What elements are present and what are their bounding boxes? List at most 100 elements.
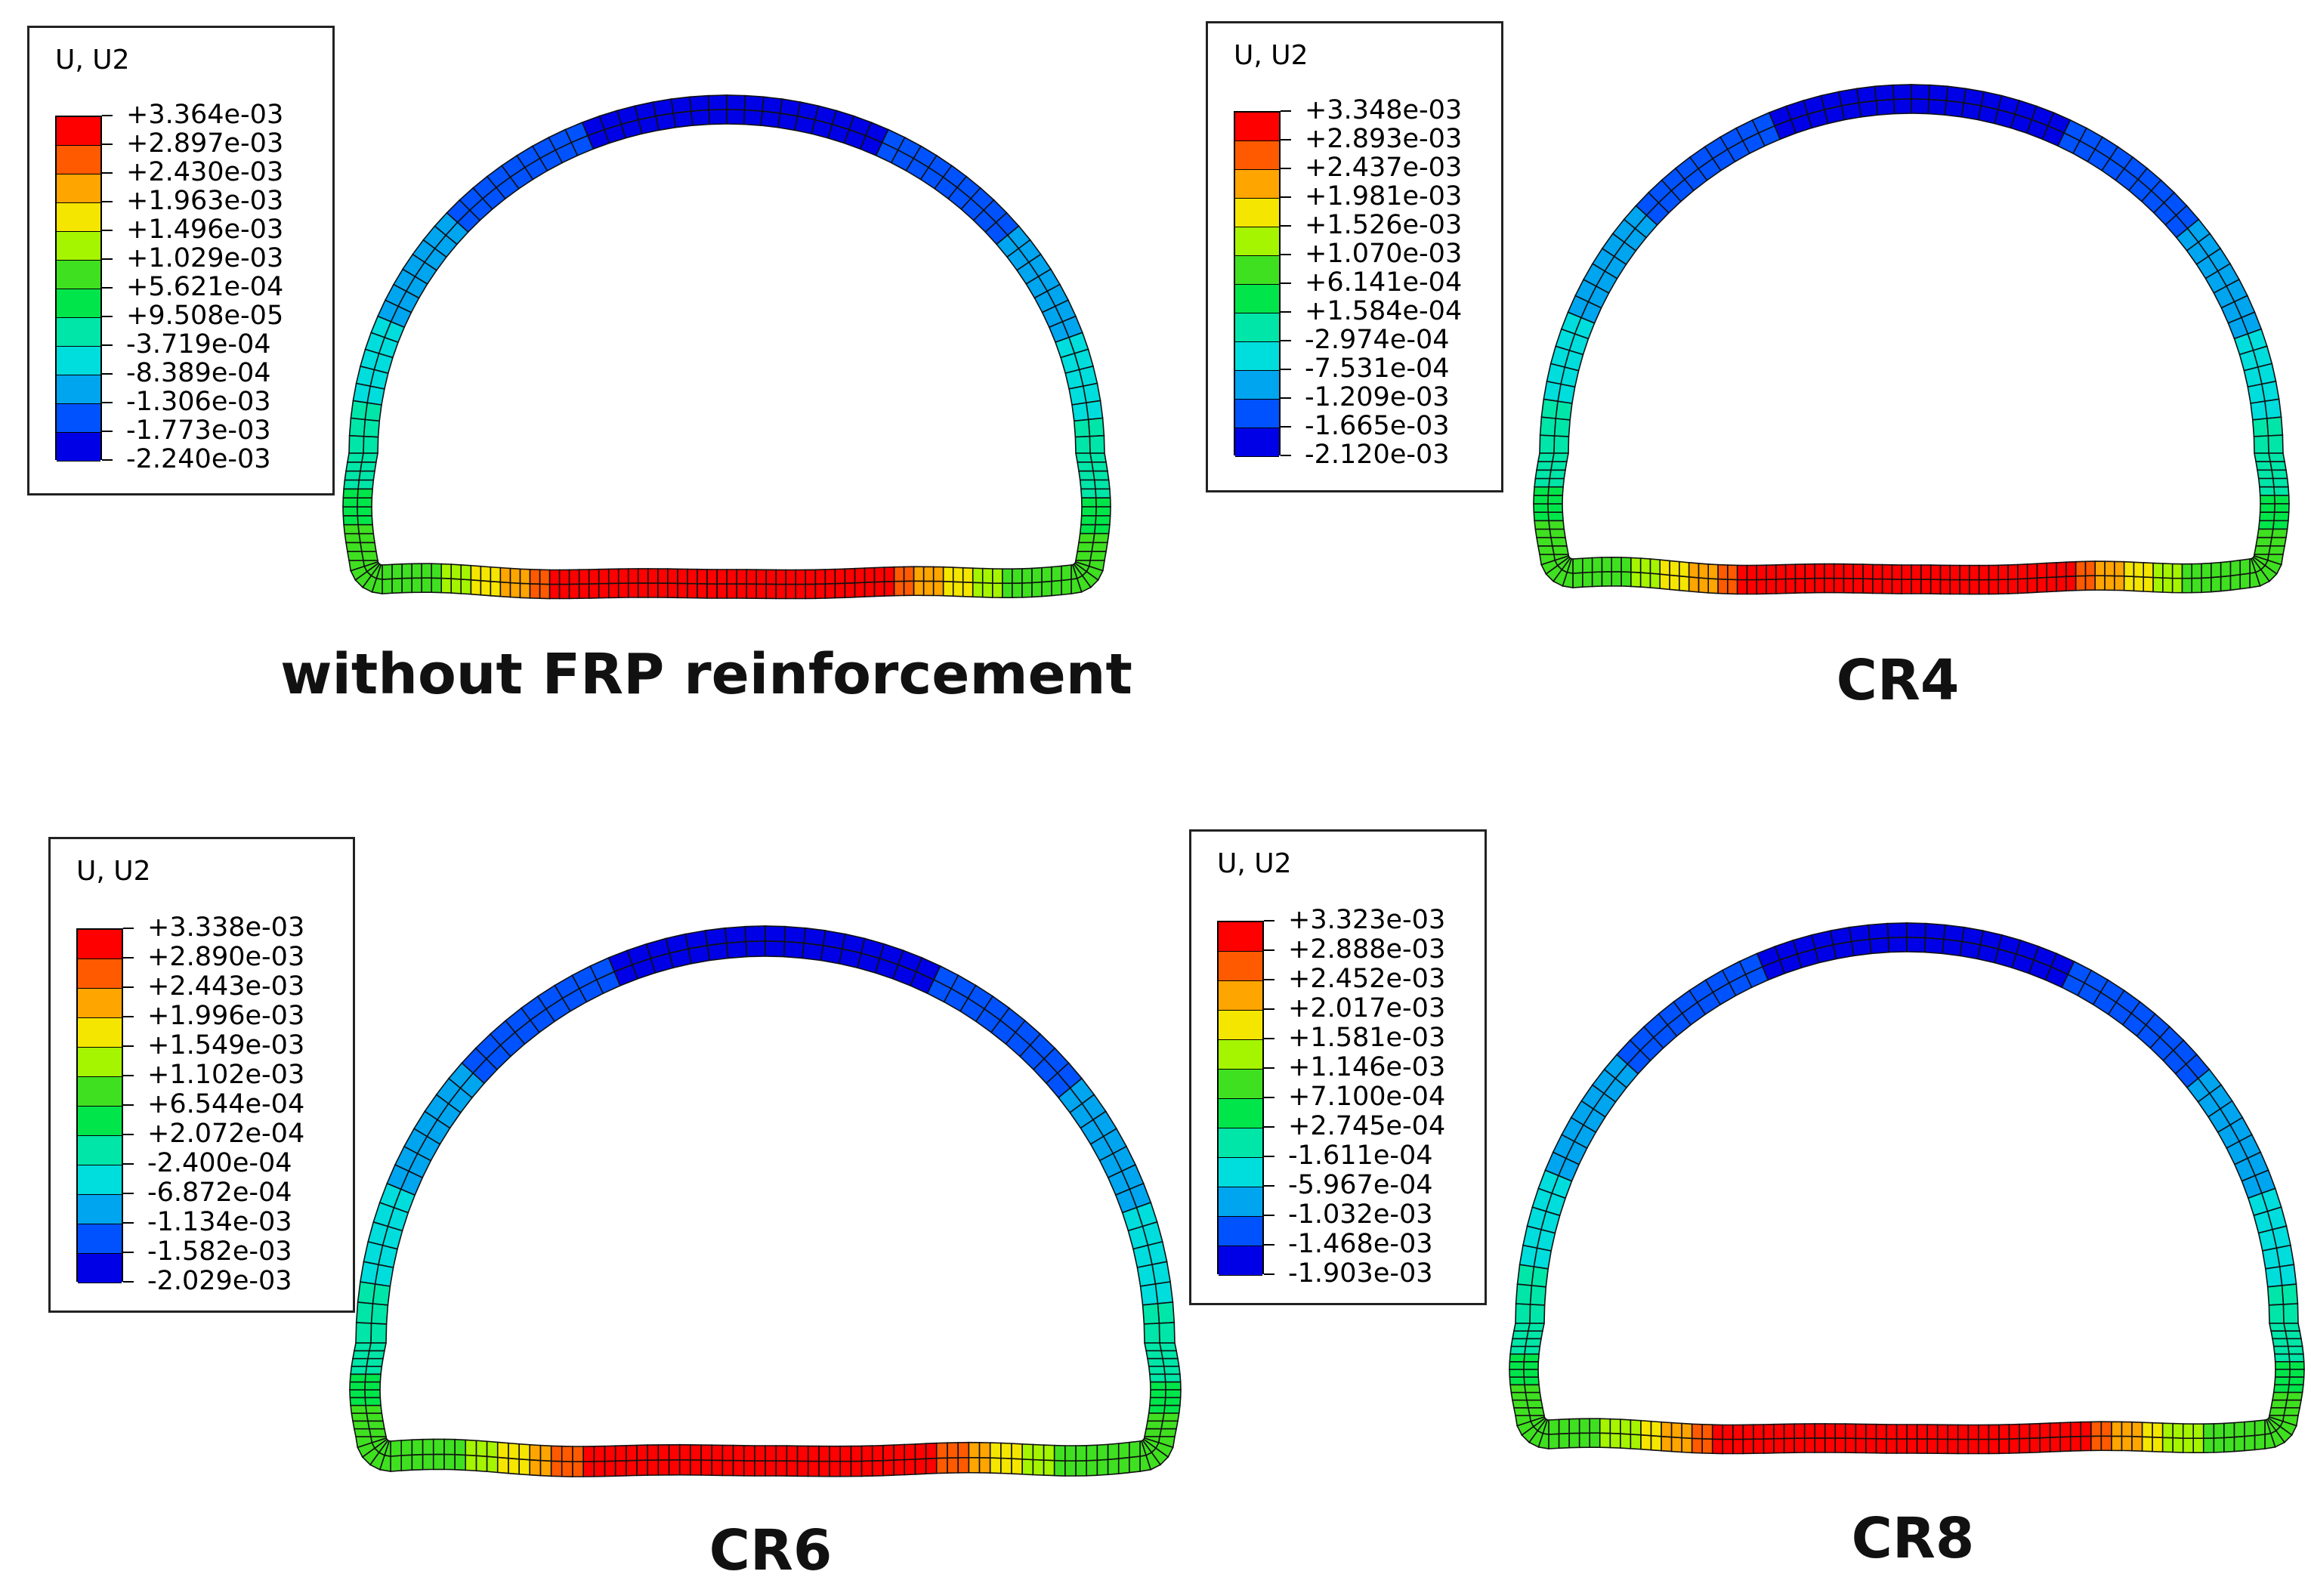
mesh-element xyxy=(2269,461,2287,471)
mesh-element xyxy=(391,563,403,580)
mesh-element xyxy=(475,1440,488,1458)
mesh-element xyxy=(593,1445,606,1462)
mesh-element xyxy=(1041,580,1052,597)
mesh-element xyxy=(1551,545,1569,555)
mesh-element xyxy=(1939,579,1951,595)
legend-panel-4: U, U2 +3.323e-03 +2.888e-03 +2.452e-03 +2.0… xyxy=(1189,829,1487,1305)
mesh-element xyxy=(2223,1422,2235,1439)
mesh-element xyxy=(1095,506,1111,517)
mesh-element xyxy=(2026,577,2038,594)
mesh-element xyxy=(1947,1438,1959,1455)
mesh-element xyxy=(2008,1437,2020,1454)
mesh-element xyxy=(1021,582,1033,598)
mesh-element xyxy=(2272,1345,2290,1355)
mesh-element xyxy=(352,1420,370,1430)
mesh-element xyxy=(647,568,659,584)
mesh-element xyxy=(1536,461,1553,471)
mesh-element xyxy=(1824,1423,1836,1439)
mesh-element xyxy=(1957,1438,1970,1455)
mesh-element xyxy=(992,568,1003,585)
mesh-element xyxy=(1969,564,1980,581)
mesh-element xyxy=(1537,545,1555,555)
mesh-element xyxy=(1000,1457,1012,1474)
mesh-element xyxy=(588,582,600,599)
mesh-element xyxy=(834,582,846,599)
mesh-element xyxy=(786,1445,799,1462)
mesh-element xyxy=(687,944,711,965)
legend-swatch xyxy=(57,174,100,203)
mesh-element xyxy=(1916,1424,1928,1440)
mesh-element xyxy=(617,582,629,599)
mesh-element xyxy=(743,1444,755,1462)
mesh-element xyxy=(352,1350,370,1360)
mesh-element xyxy=(2259,494,2275,505)
mesh-element xyxy=(893,566,905,582)
mesh-element xyxy=(2059,1436,2072,1452)
mesh-element xyxy=(2264,1266,2283,1288)
legend-color-bar xyxy=(55,116,102,462)
mesh-element xyxy=(647,582,659,598)
mesh-element xyxy=(2261,1247,2281,1270)
mesh-element xyxy=(357,506,373,517)
mesh-element xyxy=(1753,1438,1765,1455)
mesh-element xyxy=(732,1444,745,1462)
mesh-element xyxy=(349,1373,366,1383)
mesh-element xyxy=(2075,560,2087,577)
mesh-element xyxy=(343,479,360,490)
legend-value-label: +1.581e-03 xyxy=(1288,1023,1446,1053)
mesh-element xyxy=(873,581,885,597)
mesh-element xyxy=(529,1459,542,1477)
mesh-element xyxy=(700,1459,712,1477)
mesh-element xyxy=(1895,1438,1908,1454)
mesh-element xyxy=(2272,1338,2289,1347)
mesh-element xyxy=(440,577,453,594)
mesh-element xyxy=(1804,577,1815,594)
mesh-element xyxy=(1997,564,2009,581)
mesh-element xyxy=(2104,560,2115,577)
mesh-element xyxy=(490,580,502,597)
legend-tick xyxy=(123,1134,134,1135)
mesh-element xyxy=(1844,1437,1857,1454)
mesh-element xyxy=(805,569,817,585)
mesh-element xyxy=(421,577,432,594)
legend-color-bar xyxy=(1217,921,1264,1276)
legend-tick xyxy=(1281,369,1291,370)
mesh-element xyxy=(1967,1424,1979,1440)
mesh-element xyxy=(2233,1435,2245,1452)
mesh-element xyxy=(2268,1304,2285,1324)
mesh-element xyxy=(1079,523,1096,535)
legend-tick xyxy=(1264,1038,1274,1039)
mesh-element xyxy=(922,580,935,597)
mesh-element xyxy=(726,583,737,599)
legend-title: U, U2 xyxy=(1234,40,1308,71)
legend-tick xyxy=(1281,254,1291,255)
mesh-element xyxy=(1129,1456,1141,1474)
mesh-element xyxy=(401,577,412,594)
mesh-element xyxy=(783,940,805,959)
mesh-element xyxy=(401,563,412,579)
mesh-element xyxy=(344,533,361,544)
legend-tick xyxy=(1264,1126,1274,1128)
legend-value-label: -2.029e-03 xyxy=(147,1266,292,1296)
mesh-element xyxy=(1164,1373,1182,1383)
mesh-element xyxy=(1053,1459,1066,1477)
mesh-element xyxy=(1923,937,1945,955)
mesh-element xyxy=(1688,576,1700,593)
mesh-element xyxy=(1572,557,1583,574)
mesh-element xyxy=(1997,579,2009,595)
mesh-element xyxy=(345,461,363,472)
mesh-element xyxy=(2171,577,2183,594)
mesh-element xyxy=(2254,1434,2266,1451)
caption-panel-3: CR6 xyxy=(709,1518,833,1583)
mesh-element xyxy=(390,1455,403,1472)
mesh-element xyxy=(1534,469,1552,480)
mesh-element xyxy=(1080,497,1097,508)
mesh-element xyxy=(365,1366,383,1375)
mesh-element xyxy=(2028,1422,2041,1440)
caption-panel-2: CR4 xyxy=(1836,648,1960,713)
mesh-element xyxy=(509,582,521,599)
mesh-element xyxy=(1611,556,1622,573)
mesh-element xyxy=(913,580,925,597)
mesh-element xyxy=(1959,564,1970,581)
